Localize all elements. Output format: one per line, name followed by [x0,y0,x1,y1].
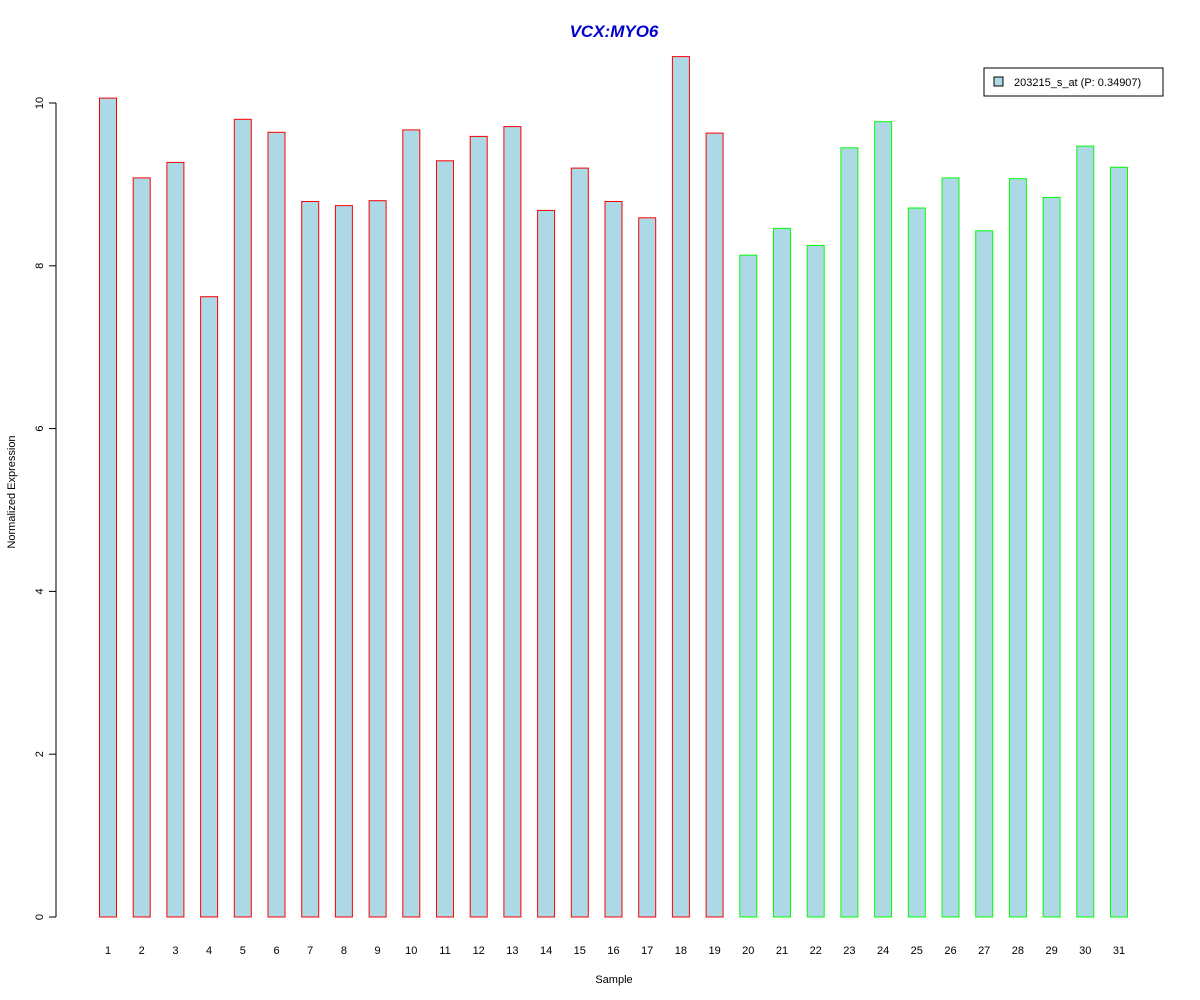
legend-swatch [993,76,1004,87]
x-tick-label: 27 [978,945,990,957]
bar-sample-19 [705,132,724,918]
bar-sample-28 [1008,178,1027,918]
x-tick-label: 14 [540,945,552,957]
bar-sample-15 [570,167,589,918]
bar-sample-27 [975,230,994,918]
bar-sample-10 [402,129,421,918]
x-tick-label: 23 [843,945,855,957]
y-tick-label: 4 [34,588,46,594]
x-tick-label: 26 [944,945,956,957]
y-tick-label: 10 [34,97,46,109]
x-tick-label: 4 [206,945,212,957]
legend: 203215_s_at (P: 0.34907) [983,67,1164,97]
x-tick-label: 3 [172,945,178,957]
x-tick-label: 2 [139,945,145,957]
bar-sample-26 [941,177,960,918]
legend-label: 203215_s_at (P: 0.34907) [1014,77,1141,89]
x-tick-label: 30 [1079,945,1091,957]
x-tick-label: 28 [1012,945,1024,957]
x-tick-label: 29 [1045,945,1057,957]
x-tick-label: 22 [810,945,822,957]
y-axis: 0 2 4 6 8 10 [34,97,57,920]
bar-sample-18 [671,56,690,918]
x-tick-label: 15 [574,945,586,957]
bar-sample-23 [840,147,859,918]
bar-sample-16 [604,201,623,918]
y-tick-label: 8 [34,263,46,269]
x-tick-label: 6 [273,945,279,957]
x-tick-label: 10 [405,945,417,957]
bar-sample-22 [806,244,825,918]
x-tick-labels: 1 2 3 4 5 6 7 8 9 10 11 12 13 14 15 16 17 18 19 20 21 22 23 24 2… [105,945,1125,957]
legend-box [983,67,1164,97]
bar-sample-14 [537,209,556,918]
bar-sample-5 [233,118,252,918]
bar-sample-9 [368,200,387,918]
x-tick-label: 17 [641,945,653,957]
bar-sample-31 [1110,166,1128,918]
x-tick-label: 1 [105,945,111,957]
x-tick-label: 25 [911,945,923,957]
bar-sample-24 [874,121,893,918]
bars-group [99,56,1128,918]
x-tick-label: 11 [439,945,450,957]
bar-sample-7 [301,201,320,918]
bar-sample-30 [1076,145,1095,918]
bar-sample-6 [267,131,286,918]
x-tick-label: 5 [240,945,246,957]
bar-sample-29 [1042,196,1061,918]
x-tick-label: 19 [708,945,720,957]
bar-sample-20 [739,254,758,918]
x-tick-label: 9 [375,945,381,957]
bar-sample-17 [638,217,657,918]
bar-sample-12 [469,135,488,918]
bar-sample-8 [334,205,353,918]
x-tick-label: 18 [675,945,687,957]
y-axis-title: Normalized Expression [6,435,18,548]
x-tick-label: 21 [776,945,788,957]
x-tick-label: 16 [607,945,619,957]
bar-sample-2 [132,177,151,918]
x-tick-label: 20 [742,945,754,957]
bar-sample-13 [503,126,522,918]
chart-title: VCX:MYO6 [570,22,659,41]
bar-sample-11 [436,160,454,918]
x-tick-label: 13 [506,945,518,957]
x-tick-label: 31 [1113,945,1125,957]
bar-sample-4 [200,296,219,918]
x-tick-label: 8 [341,945,347,957]
x-tick-label: 24 [877,945,889,957]
bar-sample-21 [773,227,791,918]
bar-sample-3 [166,161,185,918]
y-tick-label: 2 [34,751,46,757]
bar-sample-25 [907,207,926,918]
x-tick-label: 7 [307,945,313,957]
x-tick-label: 12 [473,945,485,957]
y-tick-label: 6 [34,426,46,432]
x-axis-title: Sample [595,974,632,986]
bar-sample-1 [99,97,117,918]
y-tick-label: 0 [34,914,46,920]
